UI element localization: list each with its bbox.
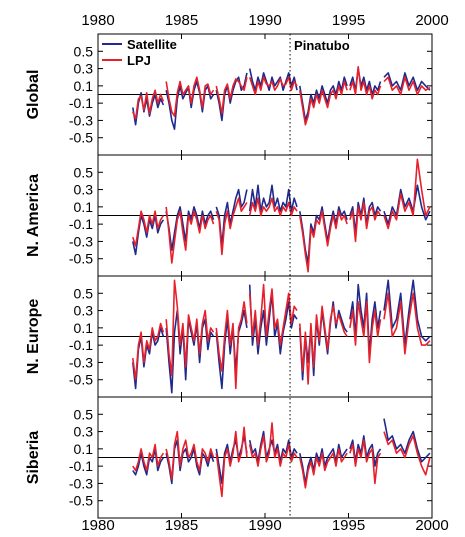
series-line-lpj	[215, 301, 248, 390]
series-line-satellite	[165, 206, 215, 251]
top-x-tick-label: 1995	[332, 12, 365, 29]
series-line-lpj	[215, 426, 248, 498]
y-tick-label: -0.3	[69, 475, 93, 491]
series-line-lpj	[349, 301, 382, 364]
top-x-tick-label: 1985	[165, 12, 198, 29]
series-line-lpj	[248, 76, 298, 96]
series-line-lpj	[248, 197, 298, 217]
series-line-satellite	[215, 72, 248, 122]
panel-label-north-europe: N. Europe	[25, 299, 42, 375]
y-tick-label: 0.1	[74, 320, 94, 336]
panel-global: Global 0.5 0.30.1-0.1-0.3 -0.5	[25, 33, 433, 156]
series-line-lpj	[349, 201, 382, 243]
y-tick-label: -0.5	[69, 493, 93, 509]
bottom-x-tick-label: 2000	[415, 517, 448, 534]
y-tick-label: 0.5	[74, 285, 94, 301]
series-line-lpj	[248, 283, 298, 346]
y-tick-label: -0.1	[69, 216, 93, 232]
y-tick-label: 0.5	[74, 406, 94, 422]
series-line-lpj	[383, 76, 431, 96]
series-line-lpj	[349, 66, 382, 100]
legend-label-lpj: LPJ	[127, 53, 151, 68]
series-line-lpj	[299, 210, 348, 273]
bottom-x-axis: 1980 1985 1990 1995 2000	[81, 517, 448, 534]
top-x-tick-label: 2000	[415, 12, 448, 29]
y-tick-label: 0.3	[74, 424, 94, 440]
y-tick-label: 0.1	[74, 441, 94, 457]
y-tick-label: 0.1	[74, 199, 94, 215]
series-line-lpj	[132, 322, 165, 381]
legend: Satellite LPJ	[102, 37, 177, 68]
panel-label-north-america: N. America	[25, 174, 42, 257]
series-line-lpj	[215, 197, 248, 256]
series-line-lpj	[132, 443, 165, 472]
y-tick-label: -0.3	[69, 112, 93, 128]
series-line-lpj	[165, 430, 215, 480]
y-tick-label: -0.3	[69, 233, 93, 249]
y-tick-label: -0.1	[69, 337, 93, 353]
y-tick-label: 0.5	[74, 43, 94, 59]
series-line-satellite	[248, 184, 298, 212]
y-tick-label: -0.5	[69, 372, 93, 388]
panel-north-america: N. America 0.5 0.30.1-0.1-0.3 -0.5	[25, 154, 433, 277]
series-line-lpj	[132, 210, 165, 247]
series-line-satellite	[248, 68, 298, 91]
series-line-satellite	[165, 80, 215, 130]
series-line-satellite	[383, 279, 431, 346]
top-x-tick-label: 1980	[81, 12, 114, 29]
series-line-lpj	[383, 431, 431, 476]
y-tick-label: 0.5	[74, 164, 94, 180]
y-tick-label: 0.3	[74, 61, 94, 77]
series-line-satellite	[383, 72, 431, 91]
series-line-lpj	[165, 76, 215, 117]
bottom-x-tick-label: 1980	[81, 517, 114, 534]
y-tick-label: 0.3	[74, 303, 94, 319]
series-line-satellite	[383, 184, 431, 225]
series-line-lpj	[165, 206, 215, 264]
panel-label-siberia: Siberia	[25, 431, 42, 484]
y-tick-label: -0.3	[69, 354, 93, 370]
bottom-x-tick-label: 1990	[248, 517, 281, 534]
panel-north-europe: N. Europe 0.5 0.30.1-0.1-0.3 -0.5	[25, 275, 433, 398]
series-line-lpj	[383, 158, 431, 230]
series-line-lpj	[299, 448, 348, 489]
legend-label-satellite: Satellite	[127, 37, 177, 52]
bottom-x-tick-label: 1995	[332, 517, 365, 534]
y-tick-label: -0.1	[69, 458, 93, 474]
series-line-satellite	[215, 309, 248, 390]
series-line-lpj	[299, 305, 348, 385]
series-line-lpj	[299, 80, 348, 126]
series-line-lpj	[383, 292, 431, 355]
series-line-lpj	[132, 89, 165, 120]
top-x-tick-label: 1990	[248, 12, 281, 29]
y-tick-label: 0.3	[74, 182, 94, 198]
bottom-x-tick-label: 1985	[165, 517, 198, 534]
series-line-lpj	[349, 439, 382, 485]
top-x-axis: 1980 1985 1990 1995 2000	[81, 12, 448, 29]
y-tick-label: -0.1	[69, 95, 93, 111]
y-tick-label: 0.1	[74, 78, 94, 94]
series-line-satellite	[299, 76, 348, 122]
panel-siberia: Siberia 0.5 0.30.1-0.1-0.3 -0.5	[25, 396, 433, 519]
series-line-satellite	[383, 418, 431, 463]
series-line-lpj	[165, 279, 215, 377]
series-line-satellite	[349, 67, 382, 96]
y-tick-label: -0.5	[69, 130, 93, 146]
panel-label-global: Global	[25, 70, 42, 120]
series-line-lpj	[215, 77, 248, 115]
pinatubo-annotation: Pinatubo	[289, 34, 350, 518]
series-line-lpj	[248, 422, 298, 467]
y-tick-label: -0.5	[69, 251, 93, 267]
pinatubo-label: Pinatubo	[294, 38, 350, 53]
